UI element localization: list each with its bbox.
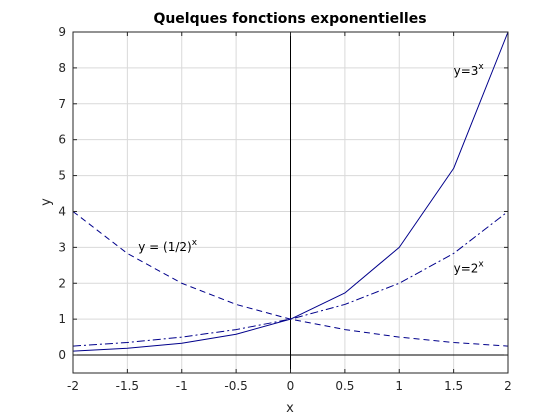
x-tick-label: 0	[287, 379, 295, 393]
x-tick-label: -1.5	[116, 379, 139, 393]
y-tick-label: 7	[58, 97, 66, 111]
annotation-superscript: x	[192, 238, 198, 248]
annotation-base: y=3	[454, 64, 479, 78]
annotation-base: y=2	[454, 261, 479, 275]
x-tick-label: -0.5	[224, 379, 247, 393]
annotation-half: y = (1/2)x	[138, 238, 197, 254]
x-tick-label: 0.5	[335, 379, 354, 393]
x-tick-label: 1	[395, 379, 403, 393]
y-axis-label: y	[39, 198, 54, 206]
y-tick-label: 6	[58, 133, 66, 147]
annotation-base: y = (1/2)	[138, 240, 191, 254]
y-tick-label: 0	[58, 348, 66, 362]
y-tick-label: 5	[58, 169, 66, 183]
annotation-pow2: y=2x	[454, 259, 485, 275]
x-tick-label: 2	[504, 379, 512, 393]
annotation-pow3: y=3x	[454, 62, 485, 78]
y-tick-label: 3	[58, 240, 66, 254]
series-lines	[72, 31, 509, 352]
curve-annotations: y=3xy=2xy = (1/2)x	[138, 62, 484, 275]
reference-lines	[73, 32, 508, 373]
y-tick-label: 2	[58, 276, 66, 290]
series-line-half	[72, 211, 509, 347]
annotation-superscript: x	[478, 259, 484, 269]
axis-ticks: -2 -1.5 -1 -0.5 0 0.5 1 1.5 2 0 1 2 3 4 5 6 7 8 9	[58, 25, 511, 393]
y-tick-label: 1	[58, 312, 66, 326]
x-tick-label: -2	[67, 379, 79, 393]
x-tick-label: -1	[176, 379, 188, 393]
y-tick-label: 4	[58, 204, 66, 218]
y-tick-label: 9	[58, 25, 66, 39]
x-axis-label: x	[286, 401, 294, 416]
annotation-superscript: x	[478, 62, 484, 72]
x-tick-label: 1.5	[444, 379, 463, 393]
y-tick-label: 8	[58, 61, 66, 75]
chart-title: Quelques fonctions exponentielles	[153, 11, 426, 27]
